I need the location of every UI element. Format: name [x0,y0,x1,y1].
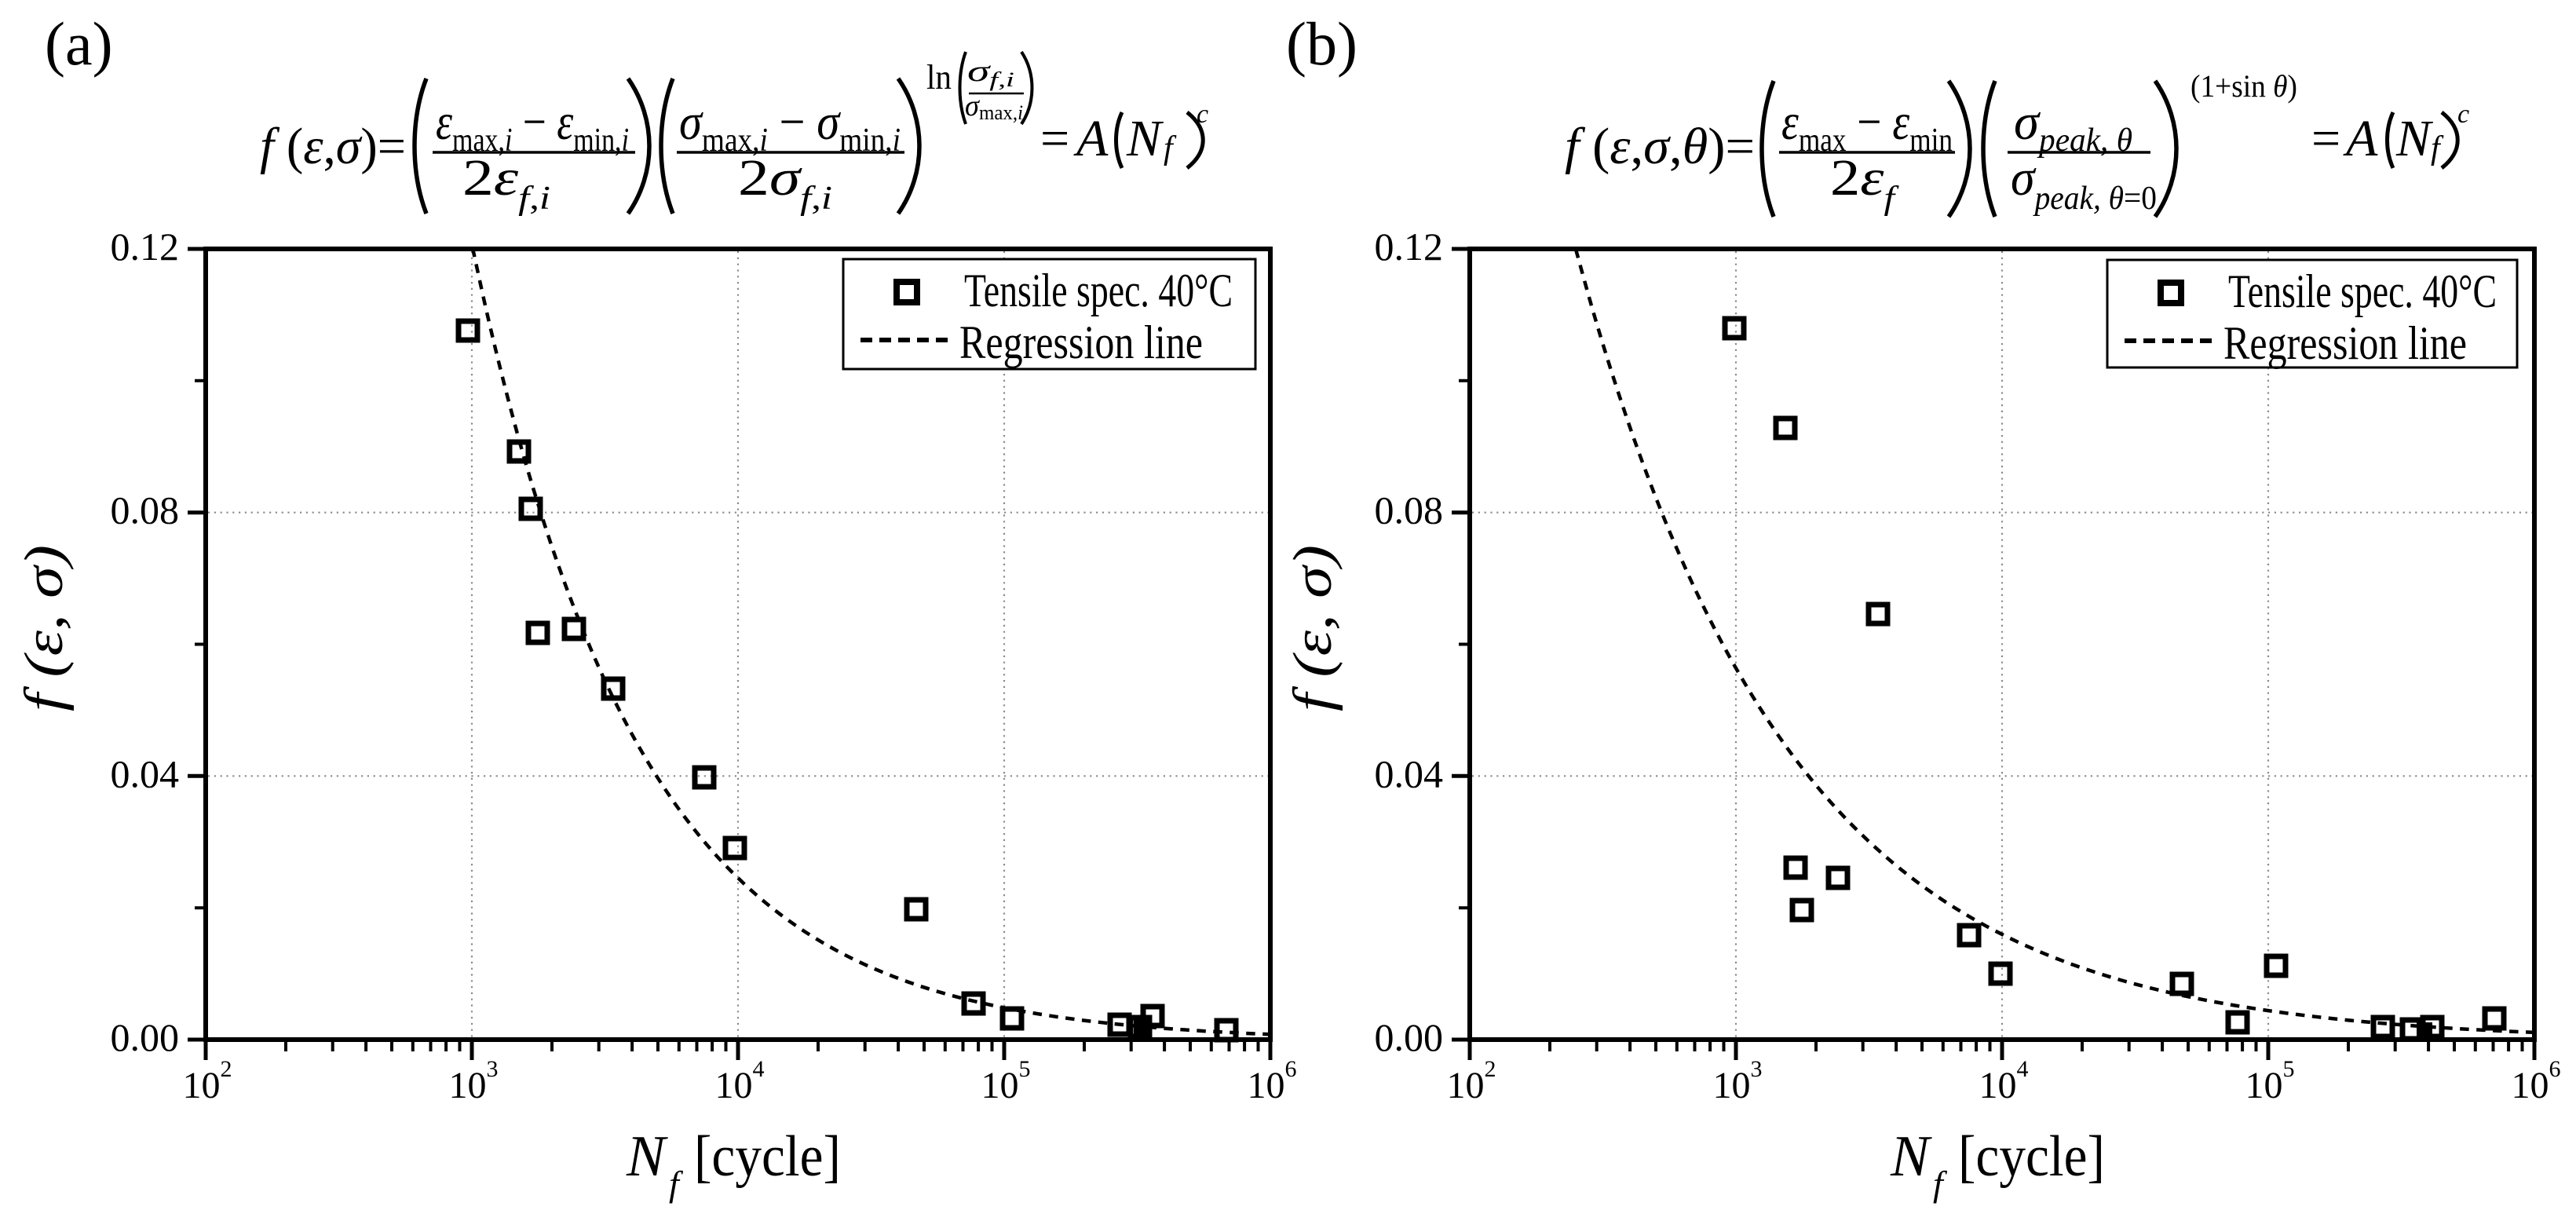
svg-text:A: A [1073,110,1109,167]
svg-text:Regression line: Regression line [959,316,1203,368]
svg-text:104: 104 [715,1056,765,1106]
svg-text:Tensile spec. 40°C: Tensile spec. 40°C [964,265,1233,316]
svg-text:0.12: 0.12 [111,225,180,269]
svg-text:ln: ln [926,58,952,97]
svg-text:N: N [1126,110,1164,167]
svg-text:σpeak, θ=0: σpeak, θ=0 [2011,149,2157,217]
svg-text:=: = [1040,110,1069,167]
svg-text:A: A [2343,110,2378,167]
svg-text:σmax,i − σmin,i: σmax,i − σmin,i [679,93,901,159]
svg-text:Regression line: Regression line [2223,317,2467,369]
svg-text:(a): (a) [45,9,113,78]
svg-text:N: N [1890,1124,1932,1189]
svg-text:0.04: 0.04 [1375,751,1444,795]
svg-text:(1+sin θ): (1+sin θ) [2191,68,2297,104]
svg-text:0.00: 0.00 [1375,1015,1444,1059]
svg-text:0.08: 0.08 [111,488,180,532]
svg-text:[cycle]: [cycle] [694,1124,841,1189]
svg-text:c: c [2457,100,2469,129]
svg-text:f (ε, σ): f (ε, σ) [1283,545,1343,711]
svg-text:(b): (b) [1286,9,1357,78]
svg-text:σmax,i: σmax,i [965,90,1023,124]
svg-text:εmax,i − εmin,i: εmax,i − εmin,i [436,93,629,159]
svg-text:σpeak, θ: σpeak, θ [2014,93,2132,159]
svg-text:Tensile spec. 40°C: Tensile spec. 40°C [2228,265,2497,317]
svg-text:σf,i: σf,i [967,55,1014,91]
svg-text:N: N [626,1124,668,1189]
svg-text:0.08: 0.08 [1375,488,1444,532]
svg-text:0.04: 0.04 [111,751,180,795]
svg-text:f (ε,σ,θ)=: f (ε,σ,θ)= [1565,118,1755,175]
svg-text:[cycle]: [cycle] [1958,1124,2105,1189]
svg-text:N: N [2395,110,2434,167]
svg-text:c: c [1197,100,1208,129]
svg-text:0.12: 0.12 [1375,225,1444,269]
svg-text:f (ε, σ): f (ε, σ) [14,545,75,711]
svg-text:f (ε,σ)=: f (ε,σ)= [260,118,406,175]
svg-text:εmax − εmin: εmax − εmin [1781,93,1953,159]
svg-text:=: = [2311,110,2340,167]
svg-text:0.00: 0.00 [111,1015,180,1059]
